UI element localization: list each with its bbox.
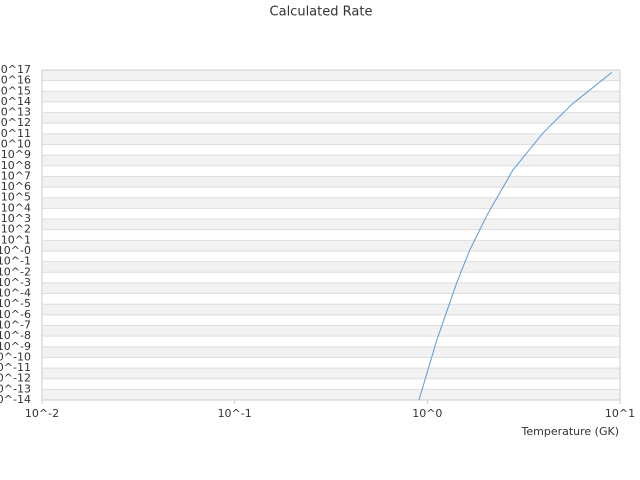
y-tick-label: 10^-5 <box>0 297 31 310</box>
y-tick-label: 10^-2 <box>0 265 31 278</box>
y-tick-label: 10^2 <box>1 223 31 236</box>
y-tick-label: 10^-12 <box>0 372 31 385</box>
y-tick-label: 10^7 <box>1 169 31 182</box>
y-tick-label: 10^-1 <box>0 255 31 268</box>
grid-band <box>42 261 620 273</box>
grid-band <box>42 240 620 251</box>
y-tick-label: 10^15 <box>0 84 31 97</box>
grid-band <box>42 155 620 166</box>
y-tick-label: 10^5 <box>1 191 31 204</box>
y-tick-label: 10^-13 <box>0 382 31 395</box>
chart-title: Calculated Rate <box>270 5 373 20</box>
grid-band <box>42 304 620 315</box>
x-axis-label: Temperature (GK) <box>521 425 620 438</box>
y-tick-label: 10^12 <box>0 116 31 129</box>
y-tick-label: 10^8 <box>1 159 31 172</box>
y-tick-label: 10^3 <box>1 212 31 225</box>
y-tick-label: 10^-6 <box>0 308 31 321</box>
y-tick-label: 10^-14 <box>0 393 31 406</box>
y-tick-label: 10^-7 <box>0 318 31 331</box>
grid-band <box>42 70 620 81</box>
grid-band <box>42 112 620 124</box>
y-tick-label: 10^16 <box>0 74 31 87</box>
grid-band <box>42 176 620 188</box>
grid-band <box>42 389 620 400</box>
y-tick-label: 10^11 <box>0 127 31 140</box>
grid-band <box>42 368 620 379</box>
y-tick-label: 10^-9 <box>0 340 31 353</box>
x-tick-label: 10^0 <box>412 407 442 420</box>
grid-band <box>42 219 620 230</box>
y-tick-label: 10^14 <box>0 95 31 108</box>
y-tick-label: 10^-4 <box>0 287 31 300</box>
x-tick-label: 10^-2 <box>25 407 59 420</box>
y-tick-label: 10^-10 <box>0 350 31 363</box>
line <box>418 71 613 401</box>
y-tick-label: 10^9 <box>1 148 31 161</box>
y-tick-label: 10^1 <box>1 233 31 246</box>
x-tick-label: 10^1 <box>605 407 635 420</box>
grid-band <box>42 346 620 358</box>
y-tick-label: 10^-0 <box>0 244 31 257</box>
x-tick-label: 10^-1 <box>218 407 252 420</box>
grid-band <box>42 133 620 145</box>
y-tick-label: 10^-8 <box>0 329 31 342</box>
y-tick-label: 10^-3 <box>0 276 31 289</box>
grid-band <box>42 197 620 209</box>
y-tick-label: 10^6 <box>1 180 31 193</box>
y-tick-label: 10^4 <box>1 201 31 214</box>
y-tick-label: 10^-11 <box>0 361 31 374</box>
y-tick-label: 10^10 <box>0 138 31 151</box>
y-tick-label: 10^17 <box>0 63 31 76</box>
y-tick-label: 10^13 <box>0 106 31 119</box>
grid-band <box>42 282 620 294</box>
plot-border <box>41 69 621 401</box>
grid-band <box>42 91 620 102</box>
grid-band <box>42 325 620 337</box>
